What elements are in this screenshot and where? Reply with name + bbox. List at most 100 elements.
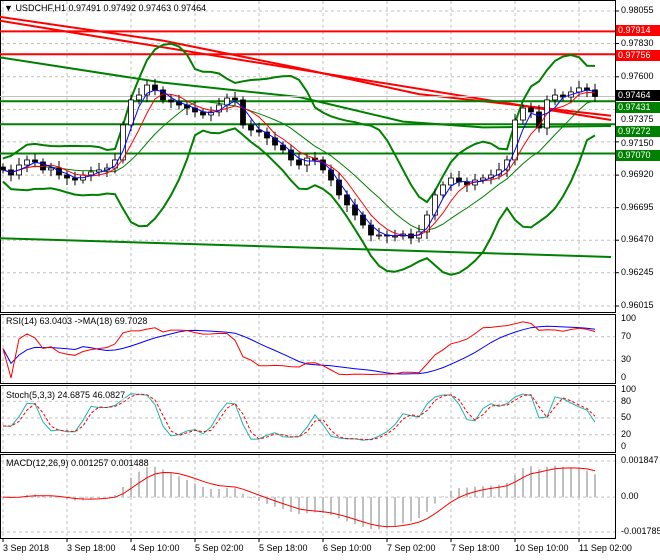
rsi-axis-label: 70 <box>621 330 632 341</box>
panel-border <box>0 385 616 453</box>
current-price-tag: 0.97464 <box>616 90 660 102</box>
time-axis-label: 6 Sep 10:00 <box>323 543 372 553</box>
candle-bull <box>376 234 382 237</box>
candle-bear <box>272 137 278 146</box>
rsi-axis-label: 30 <box>621 354 632 365</box>
symbol-title: USDCHF,H1 <box>15 3 66 13</box>
level-price-tag: 0.97070 <box>616 150 660 162</box>
ohlc-values: 0.97491 0.97492 0.97463 0.97464 <box>68 3 207 13</box>
time-axis-label: 7 Sep 02:00 <box>387 543 436 553</box>
candle-bear <box>296 159 302 166</box>
panel-border <box>0 0 616 313</box>
price-axis-label: 0.96015 <box>621 300 654 310</box>
rsi-axis-label: 0 <box>621 372 627 382</box>
candle-bull <box>144 84 150 96</box>
trendline <box>0 237 612 258</box>
candle-bull <box>440 184 446 196</box>
time-axis-label: 5 Sep 02:00 <box>195 543 244 553</box>
candle-bear <box>592 89 598 97</box>
time-axis-label: 10 Sep 10:00 <box>515 543 569 553</box>
candle-bear <box>200 111 206 116</box>
candle-bear <box>280 144 286 151</box>
stoch-axis-label: 0 <box>621 440 627 451</box>
candle-bull <box>24 159 30 166</box>
candle-bull <box>136 94 142 101</box>
candle-bull <box>48 167 54 171</box>
candle-bull <box>128 99 134 126</box>
candle-bull <box>520 107 526 121</box>
candle-bear <box>536 111 542 129</box>
macd-signal-line <box>2 467 596 528</box>
candle-bull <box>448 177 454 186</box>
rsi-label: RSI(14) 63.0403 ->MA(18) 69.7028 <box>6 316 148 326</box>
candle-bear <box>72 177 78 181</box>
candle-bear <box>0 166 6 171</box>
long-ma-green <box>0 56 612 129</box>
candle-bear <box>240 99 246 126</box>
stoch-signal-line <box>2 393 596 441</box>
candle-bear <box>336 179 342 196</box>
triangle-down-icon[interactable]: ▼ <box>4 3 13 13</box>
level-price-tag: 0.97914 <box>616 25 660 37</box>
time-axis-label: 11 Sep 02:00 <box>579 543 632 553</box>
time-axis-label: 3 Sep 2018 <box>3 543 50 553</box>
macd-axis-label: -0.001785 <box>621 526 660 536</box>
candle-bull <box>88 171 94 176</box>
candle-bear <box>256 129 262 133</box>
time-axis-label: 5 Sep 18:00 <box>259 543 308 553</box>
chart-title: ▼ USDCHF,H1 0.97491 0.97492 0.97463 0.97… <box>4 3 206 14</box>
panel-border <box>0 454 616 539</box>
stoch-axis-label: 80 <box>621 396 632 406</box>
price-axis-label: 0.96920 <box>621 169 654 180</box>
candle-bear <box>248 124 254 131</box>
candle-bull <box>504 159 510 171</box>
price-axis-label: 0.96245 <box>621 266 654 277</box>
bollinger-lower <box>2 127 596 276</box>
level-price-tag: 0.97756 <box>616 49 660 61</box>
stoch-axis-label: 20 <box>621 428 632 439</box>
price-axis-label: 0.97600 <box>621 70 654 81</box>
rsi-line <box>2 321 596 379</box>
moving-average-fast <box>2 89 596 237</box>
macd-axis-label: 0.00 <box>621 491 639 502</box>
candle-bull <box>480 177 486 181</box>
price-axis-label: 0.97830 <box>621 37 654 48</box>
moving-average-slow <box>2 91 596 237</box>
candle-bear <box>168 99 174 103</box>
stoch-axis-label: 100 <box>621 384 637 394</box>
candle-bear <box>288 149 294 161</box>
time-axis-label: 7 Sep 18:00 <box>451 543 500 553</box>
candle-bull <box>552 94 558 101</box>
stoch-axis-label: 50 <box>621 412 632 422</box>
rsi-ma-line <box>2 325 596 375</box>
candle-bear <box>160 89 166 101</box>
candle-bear <box>328 169 334 181</box>
candle-bear <box>232 97 238 101</box>
trendline <box>0 19 612 122</box>
candle-bear <box>344 194 350 206</box>
price-axis-label: 0.96695 <box>621 201 654 212</box>
stoch-label: Stoch(5,3,3) 24.6875 46.0827 <box>6 390 126 401</box>
candle-bull <box>304 157 310 166</box>
rsi-axis-label: 100 <box>621 313 637 323</box>
price-axis-label: 0.97150 <box>621 138 654 149</box>
panel-border <box>0 314 616 384</box>
candle-bull <box>112 159 118 169</box>
price-axis-label: 0.98055 <box>621 5 654 15</box>
price-axis-label: 0.96470 <box>621 234 654 245</box>
level-price-tag: 0.97272 <box>616 126 660 138</box>
time-axis-label: 3 Sep 18:00 <box>67 543 116 553</box>
level-price-tag: 0.97431 <box>616 102 660 114</box>
candle-bear <box>152 84 158 91</box>
candle-bear <box>528 107 534 113</box>
candle-bear <box>32 159 38 163</box>
macd-label: MACD(12,26,9) 0.001257 0.001488 <box>6 458 149 468</box>
macd-axis-label: 0.001847 <box>621 455 659 465</box>
candle-bull <box>208 111 214 116</box>
candle-bull <box>432 194 438 216</box>
candle-bear <box>64 174 70 179</box>
time-axis-label: 4 Sep 10:00 <box>131 543 180 553</box>
price-axis-label: 0.97375 <box>621 114 654 125</box>
